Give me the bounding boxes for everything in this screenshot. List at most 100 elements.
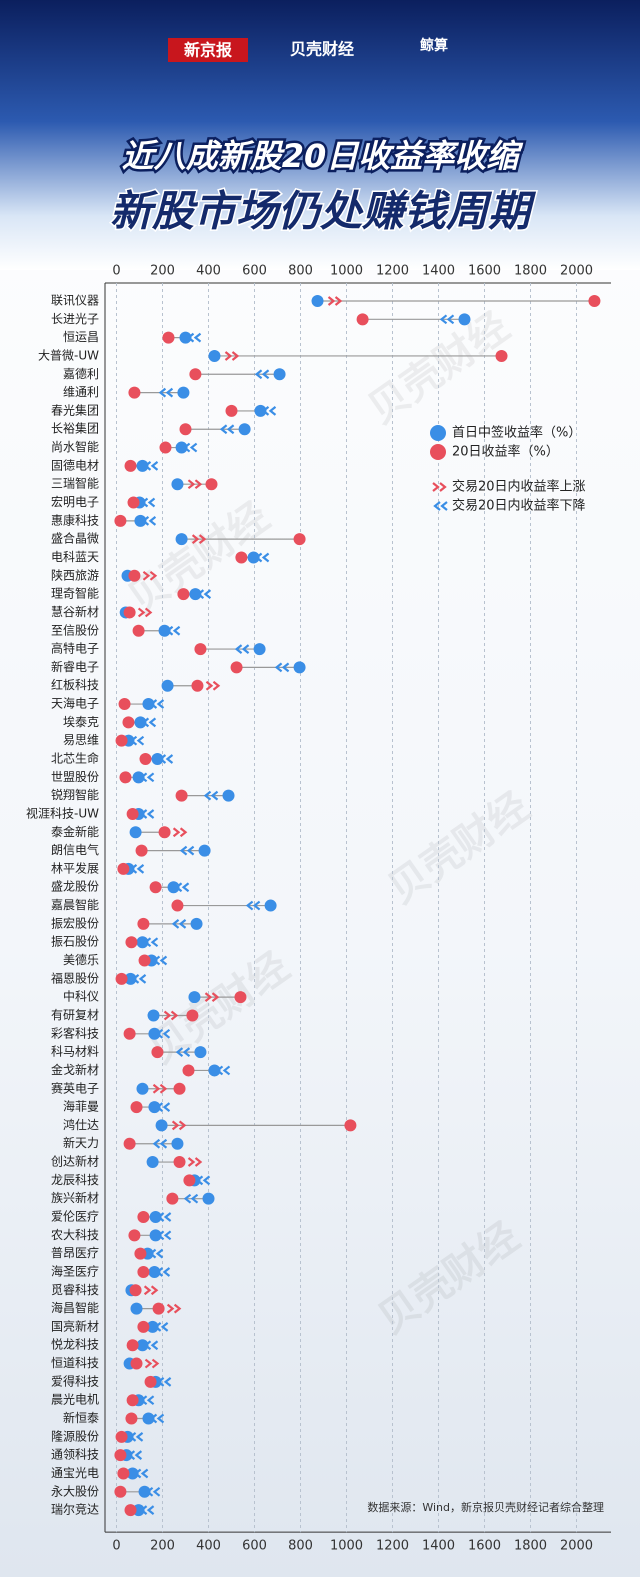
chevron <box>179 845 188 856</box>
y-tick-label: 三瑞智能 <box>51 476 99 491</box>
chevron <box>135 1431 144 1442</box>
y-tick-label: 彩客科技 <box>51 1025 99 1040</box>
dot <box>264 899 277 912</box>
change-chevrons <box>152 1083 168 1094</box>
chevron <box>150 1285 159 1296</box>
chart-title: 近八成新股20日收益率收缩 <box>122 137 525 175</box>
x-tick-label: 400 <box>196 1539 221 1554</box>
y-tick-label: 陕西旅游 <box>51 567 99 582</box>
y-tick-label: 天海电子 <box>51 696 99 711</box>
change-chevrons <box>219 424 235 435</box>
dot <box>114 514 127 527</box>
chevron <box>194 1157 203 1167</box>
y-tick-label: 联讯仪器 <box>51 294 99 308</box>
y-tick-label: 通宝光电 <box>51 1466 99 1480</box>
chevron <box>219 424 228 435</box>
chevron <box>439 482 447 492</box>
dot <box>142 698 155 711</box>
dot <box>458 313 471 326</box>
dot <box>127 496 140 509</box>
y-tick-label: 振石股份 <box>51 935 99 949</box>
y-tick-label: 易思维 <box>63 733 99 747</box>
chevron <box>204 992 213 1003</box>
dot <box>149 1211 162 1223</box>
dot <box>177 386 190 399</box>
chevron <box>163 1230 172 1241</box>
chevron <box>159 1138 168 1149</box>
chevron <box>150 461 159 471</box>
dot <box>134 514 147 527</box>
brand: 新京报 <box>184 41 232 60</box>
chevron <box>171 919 180 929</box>
chevron <box>202 1175 211 1186</box>
chevron <box>136 735 145 746</box>
dot <box>158 624 171 637</box>
chevron <box>163 1212 172 1222</box>
chevron <box>252 900 261 911</box>
dot <box>122 716 135 729</box>
change-chevrons <box>158 387 174 398</box>
y-tick-label: 尚水智能 <box>51 439 99 454</box>
chevron <box>144 607 153 618</box>
y-tick-label: 海圣医疗 <box>51 1263 99 1278</box>
x-tick-label: 800 <box>288 1539 313 1554</box>
y-tick-label: 林平发展 <box>51 860 99 875</box>
chevron <box>178 1120 187 1131</box>
y-tick-label: 中科仪 <box>63 989 99 1004</box>
chevron <box>138 973 147 984</box>
dot <box>136 459 149 472</box>
chevron <box>181 882 190 893</box>
chevron <box>175 1047 184 1057</box>
y-tick-label: 隆源股份 <box>51 1428 99 1443</box>
chevron <box>198 534 207 545</box>
dot <box>138 1485 151 1498</box>
change-chevrons <box>183 1193 199 1204</box>
dot <box>222 789 235 802</box>
legend-label: 交易20日内收益率上涨 <box>452 479 586 495</box>
chevron <box>162 1028 171 1039</box>
chevron <box>203 790 212 801</box>
change-chevrons <box>175 1047 191 1057</box>
dot <box>128 386 141 399</box>
y-tick-label: 通领科技 <box>51 1448 99 1462</box>
dot <box>208 349 221 362</box>
x-tick-label: 600 <box>242 264 267 279</box>
chevron <box>224 351 233 361</box>
dot <box>182 1064 195 1077</box>
chevron <box>226 424 235 435</box>
dot <box>159 441 172 454</box>
y-tick-label: 固德电材 <box>51 457 99 472</box>
chevron <box>147 497 156 508</box>
y-tick-label: 恒运昌 <box>63 330 99 344</box>
dot <box>125 1412 138 1425</box>
dot <box>115 972 128 985</box>
dot <box>191 679 204 692</box>
chevron <box>146 772 155 783</box>
dot <box>238 423 251 436</box>
dot <box>188 991 201 1004</box>
dot <box>247 551 260 564</box>
y-tick-label: 嘉德利 <box>63 366 99 381</box>
chevron <box>254 369 263 380</box>
dot <box>167 881 180 894</box>
dot <box>175 789 188 802</box>
chevron <box>172 625 181 636</box>
dot <box>148 1101 161 1114</box>
source-note: 数据来源：Wind，新京报贝壳财经记者综合整理 <box>367 1500 604 1514</box>
y-tick-label: 世盟股份 <box>51 770 99 784</box>
x-tick-label: 1200 <box>376 264 409 279</box>
y-tick-label: 视涯科技-UW <box>26 805 99 820</box>
chevron <box>178 919 187 929</box>
change-chevrons <box>191 534 207 545</box>
change-chevrons <box>204 992 220 1003</box>
chevron <box>146 1505 155 1515</box>
y-tick-label: 理奇智能 <box>51 586 99 601</box>
dot <box>179 423 192 436</box>
change-chevrons <box>152 1138 168 1149</box>
dot <box>147 1009 160 1022</box>
dot <box>135 844 148 857</box>
dot <box>132 771 145 784</box>
dot <box>126 1394 139 1407</box>
x-tick-label: 1600 <box>468 1539 501 1554</box>
y-tick-label: 金戈新材 <box>51 1062 99 1077</box>
